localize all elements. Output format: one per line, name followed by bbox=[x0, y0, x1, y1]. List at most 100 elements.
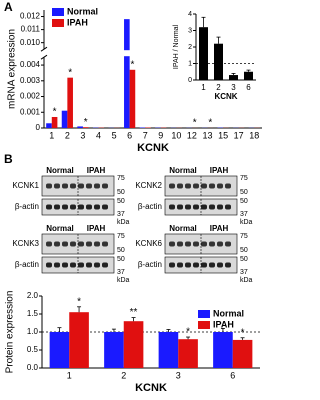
annotation: * bbox=[193, 118, 197, 129]
group-label: Normal bbox=[46, 224, 74, 233]
protein-label: KCNK3 bbox=[12, 239, 39, 248]
band bbox=[185, 183, 191, 189]
y-axis-label: Protein expression bbox=[5, 291, 16, 374]
group-label: IPAH bbox=[87, 224, 106, 233]
band bbox=[78, 183, 84, 189]
band bbox=[193, 183, 199, 189]
y-tick-label: 0.012 bbox=[20, 12, 41, 21]
band bbox=[78, 204, 84, 210]
band bbox=[201, 183, 207, 189]
bar bbox=[61, 110, 68, 128]
band bbox=[70, 183, 76, 189]
marker: 50 bbox=[240, 247, 248, 254]
band bbox=[70, 204, 76, 210]
band bbox=[70, 262, 76, 268]
group-label: Normal bbox=[169, 224, 197, 233]
bar bbox=[82, 127, 89, 128]
band bbox=[54, 204, 60, 210]
loading-label: β-actin bbox=[138, 202, 162, 211]
marker: 37 bbox=[117, 211, 125, 218]
marker: 75 bbox=[117, 233, 125, 240]
annotation: * bbox=[84, 117, 88, 128]
x-tick-label: 9 bbox=[158, 130, 163, 140]
x-tick-label: 3 bbox=[176, 370, 181, 380]
marker: 37 bbox=[240, 269, 248, 276]
loading-label: β-actin bbox=[15, 260, 39, 269]
group-label: Normal bbox=[46, 166, 74, 175]
x-tick-label: 2 bbox=[216, 83, 221, 92]
legend-label: IPAH bbox=[213, 319, 234, 329]
band bbox=[217, 241, 223, 247]
band bbox=[217, 183, 223, 189]
annotation: * bbox=[77, 296, 81, 307]
band bbox=[102, 204, 108, 210]
marker-unit: kDa bbox=[117, 277, 130, 284]
y-tick-label: 0 bbox=[36, 123, 41, 132]
x-tick-label: 2 bbox=[65, 130, 70, 140]
band bbox=[86, 204, 92, 210]
band bbox=[217, 262, 223, 268]
band bbox=[209, 262, 215, 268]
y-tick-label: 0.0 bbox=[27, 363, 39, 372]
band bbox=[225, 262, 231, 268]
band bbox=[54, 183, 60, 189]
band bbox=[225, 241, 231, 247]
bar bbox=[124, 19, 130, 128]
bar bbox=[213, 332, 233, 368]
band bbox=[86, 241, 92, 247]
legend-swatch bbox=[52, 19, 64, 27]
band bbox=[102, 241, 108, 247]
marker: 75 bbox=[240, 175, 248, 182]
band bbox=[193, 204, 199, 210]
figure: A B Normal IPAHKCNK1β-actin75505037kDaNor… bbox=[4, 0, 262, 394]
marker: 50 bbox=[117, 247, 125, 254]
bar bbox=[214, 43, 223, 80]
x-tick-label: 7 bbox=[143, 130, 148, 140]
x-axis-label: KCNK bbox=[135, 382, 167, 394]
bar bbox=[158, 332, 179, 368]
annotation: * bbox=[68, 67, 72, 78]
x-tick-label: 6 bbox=[127, 130, 132, 140]
band bbox=[201, 262, 207, 268]
x-axis-label: KCNK bbox=[214, 92, 237, 101]
band bbox=[78, 241, 84, 247]
inset-bg bbox=[166, 8, 260, 96]
marker: 50 bbox=[117, 198, 125, 205]
y-tick-label: 0.010 bbox=[20, 38, 41, 47]
marker: 37 bbox=[240, 211, 248, 218]
bar bbox=[199, 27, 208, 80]
marker-unit: kDa bbox=[240, 277, 253, 284]
marker: 50 bbox=[240, 198, 248, 205]
y-tick-label: 0.001 bbox=[20, 107, 41, 116]
x-tick-label: 15 bbox=[218, 130, 228, 140]
protein-label: KCNK6 bbox=[135, 239, 162, 248]
bar bbox=[178, 339, 198, 368]
break-gap bbox=[123, 50, 131, 57]
loading-label: β-actin bbox=[15, 202, 39, 211]
bar bbox=[244, 71, 253, 80]
band bbox=[169, 262, 175, 268]
y-tick-label: 0.5 bbox=[27, 345, 39, 354]
x-tick-label: 17 bbox=[234, 130, 244, 140]
x-axis-label: KCNK bbox=[137, 142, 169, 154]
legend-label: Normal bbox=[213, 308, 244, 318]
y-tick-label: 3 bbox=[188, 27, 192, 34]
band bbox=[185, 262, 191, 268]
y-tick-label: 1.5 bbox=[27, 309, 39, 318]
group-label: IPAH bbox=[87, 166, 106, 175]
band bbox=[169, 183, 175, 189]
panel-label: A bbox=[4, 0, 13, 14]
x-tick-label: 5 bbox=[112, 130, 117, 140]
band bbox=[177, 183, 183, 189]
protein-label: KCNK1 bbox=[12, 181, 39, 190]
y-tick-label: 1 bbox=[188, 60, 192, 67]
bar bbox=[67, 77, 73, 128]
bar bbox=[51, 116, 58, 128]
annotation: * bbox=[186, 327, 190, 338]
bar bbox=[69, 312, 89, 368]
band bbox=[46, 262, 52, 268]
band bbox=[46, 183, 52, 189]
band bbox=[102, 262, 108, 268]
axis-break bbox=[40, 54, 48, 60]
band bbox=[225, 183, 231, 189]
